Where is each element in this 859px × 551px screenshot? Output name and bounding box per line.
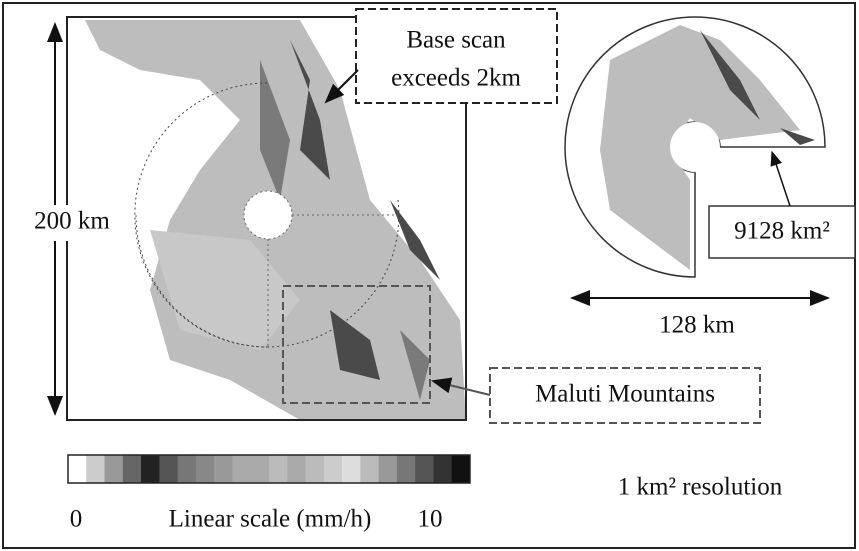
scale-swatch <box>123 455 142 483</box>
scale-swatch <box>360 455 379 483</box>
scale-swatch <box>379 455 398 483</box>
width-label: 128 km <box>659 312 735 339</box>
scale-swatch <box>397 455 416 483</box>
scale-swatch <box>324 455 343 483</box>
sector-hole <box>670 122 720 172</box>
callout-text: exceeds 2km <box>391 65 521 92</box>
color-scale <box>68 455 471 483</box>
scale-swatch <box>452 455 471 483</box>
scale-swatch <box>251 455 270 483</box>
height-label: 200 km <box>34 208 110 235</box>
resolution-label: 1 km² resolution <box>618 474 783 501</box>
scale-swatch <box>214 455 233 483</box>
scale-min: 0 <box>70 506 83 533</box>
scale-swatch <box>68 455 87 483</box>
scale-swatch <box>415 455 434 483</box>
scale-swatch <box>105 455 124 483</box>
scale-swatch <box>141 455 160 483</box>
page: 200 km Base scan exceeds 2km Maluti Moun… <box>0 0 859 551</box>
scale-swatch <box>159 455 178 483</box>
figure: 200 km Base scan exceeds 2km Maluti Moun… <box>0 0 859 551</box>
callout-text: Base scan <box>406 27 506 54</box>
scale-swatch <box>86 455 105 483</box>
inner-ring <box>244 191 292 239</box>
scale-title: Linear scale (mm/h) <box>169 506 372 533</box>
scale-max: 10 <box>418 506 443 533</box>
scale-swatch <box>232 455 251 483</box>
region-label: Maluti Mountains <box>535 381 715 408</box>
scale-swatch <box>287 455 306 483</box>
scale-swatch <box>433 455 452 483</box>
scale-swatch <box>196 455 215 483</box>
area-label: 9128 km² <box>734 218 830 245</box>
scale-swatch <box>306 455 325 483</box>
scale-swatch <box>269 455 288 483</box>
scale-swatch <box>342 455 361 483</box>
scale-swatch <box>178 455 197 483</box>
